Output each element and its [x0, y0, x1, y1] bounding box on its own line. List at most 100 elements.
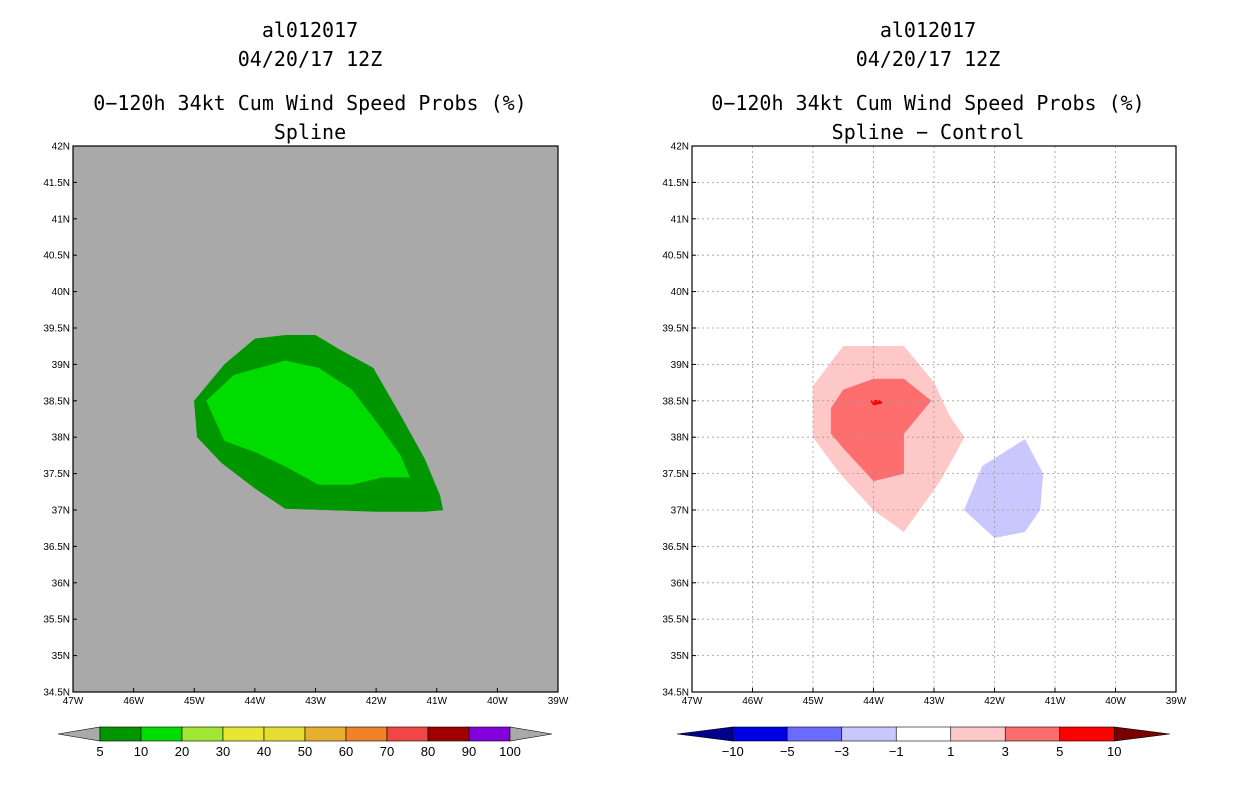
x-tick-label: 45W	[184, 696, 205, 707]
right-panel: al012017 04/20/17 12Z 0−120h 34kt Cum Wi…	[662, 18, 1187, 759]
y-tick-label: 37.5N	[662, 469, 689, 480]
x-tick-label: 45W	[803, 696, 824, 707]
right-storm-id: al012017	[880, 18, 976, 42]
x-tick-label: 39W	[548, 696, 569, 707]
contour-region--3--1	[964, 439, 1044, 538]
colorbar-swatch	[468, 726, 511, 742]
left-plot-area: 47W 46W 45W 44W 43W 42W 41W 40W 39W 34.5N 35N 35.5N…	[43, 142, 569, 708]
colorbar-label: 3	[1002, 744, 1009, 759]
colorbar-under-arrow	[676, 726, 734, 742]
x-tick-label: 41W	[1045, 696, 1066, 707]
x-tick-label: 41W	[426, 696, 447, 707]
y-tick-label: 39N	[52, 360, 70, 371]
y-tick-label: 35.5N	[662, 615, 689, 626]
colorbar-under-arrow	[57, 726, 101, 742]
colorbar-label: 40	[257, 744, 271, 759]
colorbar-swatch	[345, 726, 388, 742]
y-tick-label: 34.5N	[43, 688, 70, 699]
colorbar-swatch	[304, 726, 347, 742]
colorbar-swatch	[1004, 726, 1061, 742]
y-tick-label: 35N	[671, 651, 689, 662]
colorbar-swatch	[427, 726, 470, 742]
colorbar-swatch	[895, 726, 952, 742]
x-tick-label: 47W	[63, 696, 84, 707]
y-tick-label: 36N	[671, 578, 689, 589]
right-chart-title: 0−120h 34kt Cum Wind Speed Probs (%)	[711, 91, 1144, 115]
x-tick-label: 43W	[305, 696, 326, 707]
x-tick-label: 44W	[245, 696, 266, 707]
x-tick-label: 46W	[742, 696, 763, 707]
y-tick-label: 36.5N	[662, 542, 689, 553]
y-tick-label: 41N	[671, 214, 689, 225]
y-tick-label: 41.5N	[43, 178, 70, 189]
x-tick-label: 42W	[366, 696, 387, 707]
y-tick-label: 39N	[671, 360, 689, 371]
colorbar-over-arrow	[509, 726, 553, 742]
colorbar-swatch	[1059, 726, 1115, 742]
right-chart-subtitle: Spline − Control	[832, 120, 1025, 144]
colorbar-swatch	[950, 726, 1006, 742]
y-tick-label: 41N	[52, 214, 70, 225]
y-tick-label: 42N	[671, 142, 689, 153]
y-tick-label: 35.5N	[43, 615, 70, 626]
colorbar-swatch	[786, 726, 843, 742]
y-tick-label: 38.5N	[662, 396, 689, 407]
x-tick-label: 43W	[924, 696, 945, 707]
colorbar-swatch	[181, 726, 224, 742]
colorbar-label: 10	[134, 744, 148, 759]
x-tick-label: 40W	[1105, 696, 1126, 707]
y-tick-label: 35N	[52, 651, 70, 662]
y-tick-label: 36.5N	[43, 542, 70, 553]
y-tick-label: 41.5N	[662, 178, 689, 189]
y-tick-label: 37N	[671, 506, 689, 517]
colorbar-label: −5	[780, 744, 795, 759]
y-tick-label: 34.5N	[662, 688, 689, 699]
colorbar-swatch	[386, 726, 429, 742]
right-colorbar: −10 −5 −3 −1 1 3 5 10	[676, 726, 1171, 759]
colorbar-label: 5	[1056, 744, 1063, 759]
colorbar-label: 1	[947, 744, 954, 759]
colorbar-label: −3	[834, 744, 849, 759]
y-tick-label: 40.5N	[662, 251, 689, 262]
contour-region-10-20	[206, 360, 410, 485]
left-panel: al012017 04/20/17 12Z 0−120h 34kt Cum Wi…	[43, 18, 569, 759]
colorbar-label: 30	[216, 744, 230, 759]
left-colorbar: 5 10 20 30 40 50 60 70 80 90 100	[57, 726, 553, 759]
colorbar-label: 20	[175, 744, 189, 759]
colorbar-swatch	[99, 726, 142, 742]
right-datetime: 04/20/17 12Z	[856, 47, 1001, 71]
x-tick-label: 46W	[123, 696, 144, 707]
colorbar-over-arrow	[1113, 726, 1171, 742]
colorbar-label: 70	[380, 744, 394, 759]
colorbar-label: 90	[462, 744, 476, 759]
y-tick-label: 37.5N	[43, 469, 70, 480]
colorbar-swatch	[222, 726, 265, 742]
left-chart-title: 0−120h 34kt Cum Wind Speed Probs (%)	[93, 91, 526, 115]
x-tick-label: 42W	[984, 696, 1005, 707]
x-tick-label: 44W	[863, 696, 884, 707]
left-chart-subtitle: Spline	[274, 120, 346, 144]
y-tick-label: 39.5N	[43, 324, 70, 335]
y-tick-label: 38N	[671, 433, 689, 444]
colorbar-label: −1	[889, 744, 904, 759]
colorbar-label: 100	[499, 744, 521, 759]
colorbar-label: 80	[421, 744, 435, 759]
y-tick-label: 38N	[52, 433, 70, 444]
y-tick-label: 38.5N	[43, 396, 70, 407]
right-plot-area: 47W 46W 45W 44W 43W 42W 41W 40W 39W 34.5N 35N 35.5N…	[662, 142, 1187, 708]
colorbar-label: 60	[339, 744, 353, 759]
colorbar-label: 50	[298, 744, 312, 759]
y-tick-label: 40N	[52, 287, 70, 298]
colorbar-label: 10	[1107, 744, 1121, 759]
y-tick-label: 40N	[671, 287, 689, 298]
y-tick-label: 39.5N	[662, 324, 689, 335]
y-tick-label: 40.5N	[43, 251, 70, 262]
colorbar-swatch	[263, 726, 306, 742]
x-tick-label: 39W	[1166, 696, 1187, 707]
colorbar-label: 5	[96, 744, 103, 759]
colorbar-swatch	[841, 726, 897, 742]
colorbar-swatch	[140, 726, 183, 742]
left-storm-id: al012017	[262, 18, 358, 42]
x-tick-label: 47W	[682, 696, 703, 707]
